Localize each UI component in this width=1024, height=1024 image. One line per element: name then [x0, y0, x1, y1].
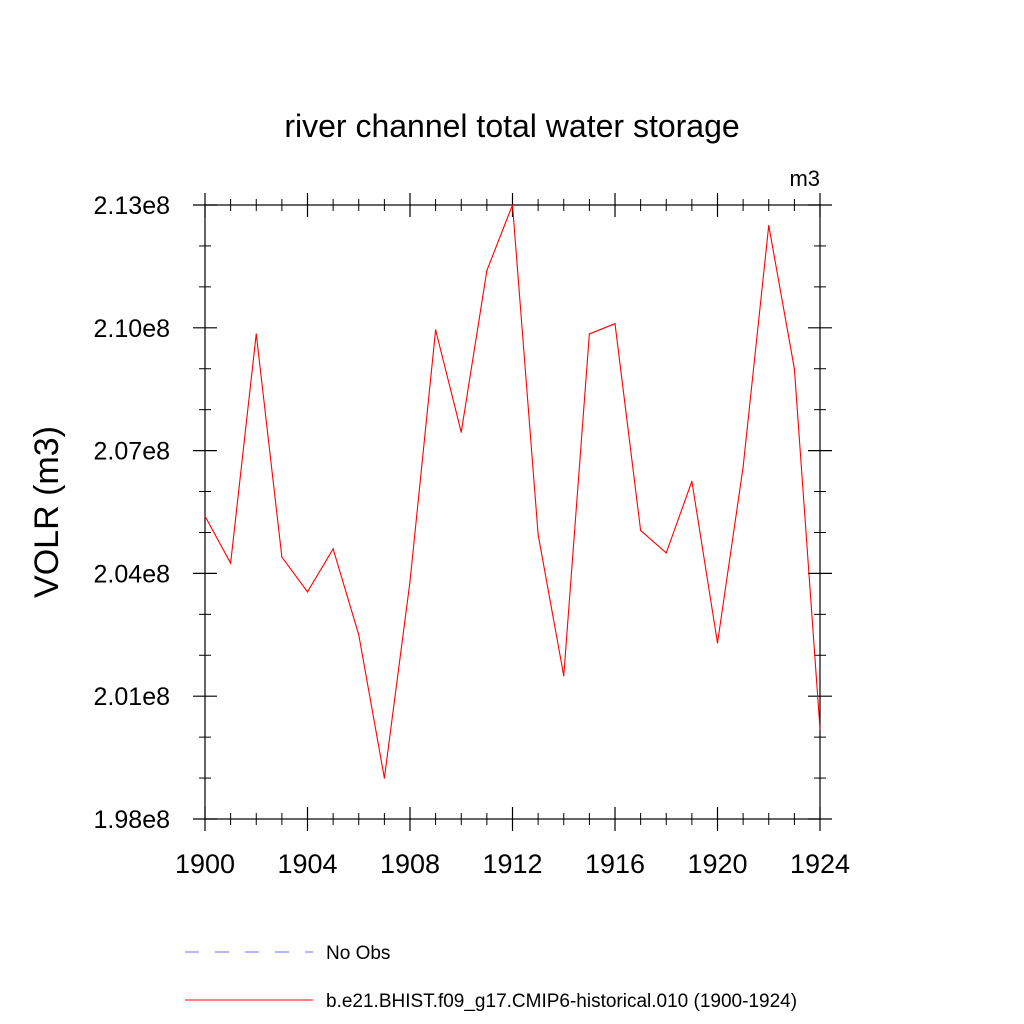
y-tick-label: 2.04e8 [94, 560, 170, 588]
y-tick-label: 2.07e8 [94, 438, 170, 466]
data-point [486, 269, 488, 272]
x-tick-label: 1904 [277, 849, 337, 879]
data-point [204, 515, 206, 517]
y-axis-label: VOLR (m3) [28, 426, 66, 598]
y-tick-label: 2.01e8 [94, 683, 170, 711]
legend: No Obs b.e21.BHIST.f09_g17.CMIP6-historic… [185, 943, 797, 1012]
y-tick-label: 2.10e8 [94, 315, 170, 343]
data-point [281, 556, 283, 558]
y-tick-label: 1.98e8 [94, 806, 170, 834]
data-point [383, 777, 385, 779]
legend-label: b.e21.BHIST.f09_g17.CMIP6-historical.010… [326, 991, 797, 1012]
x-tick-label: 1908 [380, 849, 440, 879]
data-point [332, 548, 334, 550]
legend-label: No Obs [326, 943, 390, 964]
data-point [511, 204, 514, 206]
data-point [819, 728, 821, 730]
data-point [230, 562, 232, 564]
data-point [742, 466, 744, 468]
plot-frame [204, 204, 821, 820]
data-point [640, 529, 642, 532]
chart-title: river channel total water storage [284, 108, 739, 144]
data-point [255, 333, 257, 335]
data-point [358, 634, 360, 636]
data-point [409, 580, 411, 583]
axes: 1900 1904 1908 1912 1916 1920 1924 1.98e8 2.01e8… [94, 192, 851, 879]
data-point [306, 591, 309, 593]
x-tick-label: 1920 [687, 849, 747, 879]
units-label: m3 [789, 166, 820, 191]
data-point [768, 224, 770, 227]
y-tick-label: 2.13e8 [94, 192, 170, 220]
data-point [563, 675, 565, 677]
data-point [537, 533, 539, 536]
data-point [793, 368, 795, 370]
data-point [665, 552, 667, 554]
series-layer [204, 204, 821, 779]
data-point [588, 333, 590, 335]
series-line [204, 204, 821, 779]
data-point [691, 480, 693, 482]
data-point [435, 329, 437, 331]
x-tick-label: 1912 [482, 849, 542, 879]
data-point [460, 431, 462, 433]
data-point [716, 642, 719, 644]
data-point [614, 323, 616, 325]
x-tick-label: 1924 [790, 849, 850, 879]
x-tick-label: 1916 [585, 849, 645, 879]
x-tick-label: 1900 [175, 849, 235, 879]
